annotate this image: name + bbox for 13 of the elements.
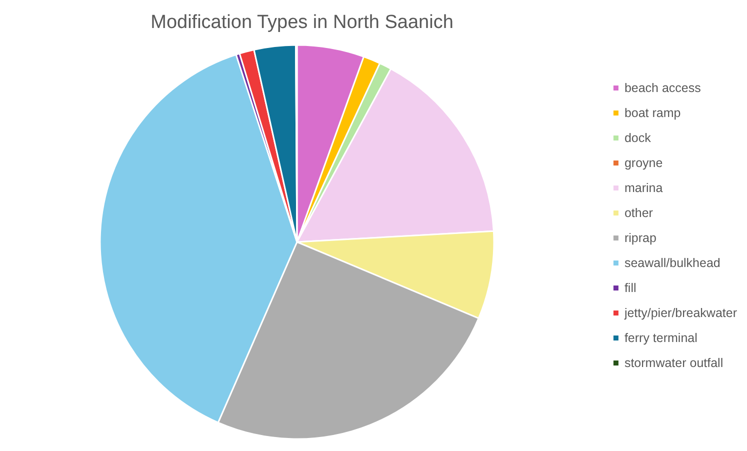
legend-label: beach access: [624, 81, 701, 95]
legend-label: dock: [624, 131, 652, 145]
legend-label: fill: [624, 281, 636, 295]
legend-label: ferry terminal: [624, 331, 698, 345]
legend-label: groyne: [624, 156, 663, 170]
legend-label: boat ramp: [624, 106, 681, 120]
legend-label: seawall/bulkhead: [624, 256, 720, 270]
legend-label: riprap: [624, 231, 656, 245]
chart-title: Modification Types in North Saanich: [150, 12, 454, 33]
legend-label: stormwater outfall: [624, 356, 724, 370]
legend-label: other: [624, 206, 653, 220]
legend-label: jetty/pier/breakwater: [623, 306, 738, 320]
legend-label: marina: [624, 181, 663, 195]
